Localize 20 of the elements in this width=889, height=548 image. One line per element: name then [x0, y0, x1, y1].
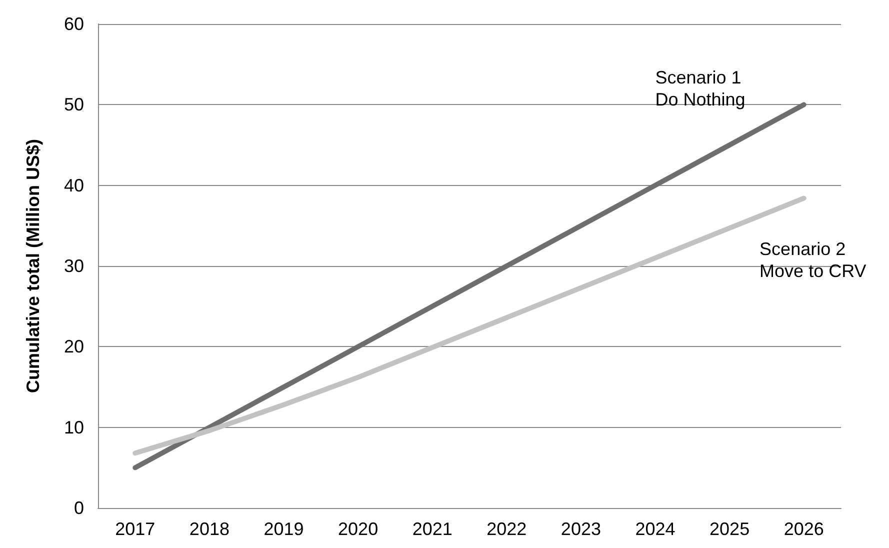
y-tick-label: 50 — [64, 94, 84, 115]
x-tick-label: 2023 — [560, 519, 601, 539]
y-tick-label: 0 — [74, 498, 84, 518]
y-tick-label: 20 — [64, 336, 84, 357]
x-tick-label: 2017 — [115, 519, 156, 539]
x-tick-label: 2019 — [264, 519, 304, 539]
x-tick-label: 2021 — [412, 519, 452, 539]
x-tick-label: 2026 — [784, 519, 824, 539]
y-tick-label: 30 — [64, 256, 84, 276]
y-axis-title: Cumulative total (Million US$) — [23, 138, 43, 394]
x-tick-label: 2020 — [338, 519, 378, 539]
series-label: Scenario 1 Do Nothing — [655, 67, 746, 110]
x-tick-label: 2024 — [635, 519, 676, 539]
x-tick-label: 2025 — [710, 519, 750, 539]
x-tick-label: 2018 — [189, 519, 230, 539]
y-tick-label: 60 — [64, 14, 84, 34]
y-tick-label: 10 — [64, 417, 84, 438]
series-label: Scenario 2 Move to CRV — [760, 239, 866, 282]
x-tick-label: 2022 — [486, 519, 527, 539]
y-tick-label: 40 — [64, 175, 84, 196]
